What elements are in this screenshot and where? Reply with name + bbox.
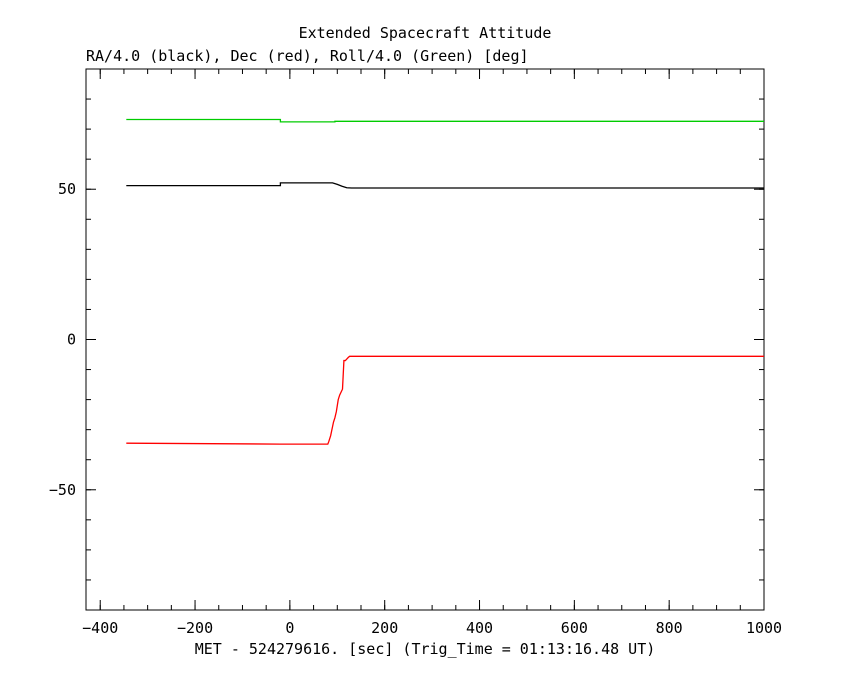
x-tick-label: −400: [82, 619, 118, 637]
x-axis-label: MET - 524279616. [sec] (Trig_Time = 01:1…: [195, 640, 656, 658]
x-tick-label: 1000: [746, 619, 782, 637]
chart-subtitle: RA/4.0 (black), Dec (red), Roll/4.0 (Gre…: [86, 47, 529, 65]
x-tick-label: 400: [466, 619, 493, 637]
y-tick-label: −50: [49, 481, 76, 499]
plot-frame: [85, 68, 765, 611]
series-line-0: [126, 182, 764, 189]
axis-ticks: [86, 68, 765, 611]
series-line-1: [126, 118, 764, 123]
x-tick-label: 0: [285, 619, 294, 637]
axis-tick-labels: −400 −200 0 200 400 600 800 1000 −50 0 50: [49, 180, 782, 637]
x-tick-label: 200: [371, 619, 398, 637]
y-tick-label: 0: [67, 331, 76, 349]
x-tick-label: 600: [561, 619, 588, 637]
y-tick-label: 50: [58, 180, 76, 198]
x-tick-label: −200: [177, 619, 213, 637]
chart-title: Extended Spacecraft Attitude: [299, 24, 552, 42]
series-layer: [126, 118, 764, 445]
series-line-2: [126, 355, 764, 445]
x-tick-label: 800: [656, 619, 683, 637]
